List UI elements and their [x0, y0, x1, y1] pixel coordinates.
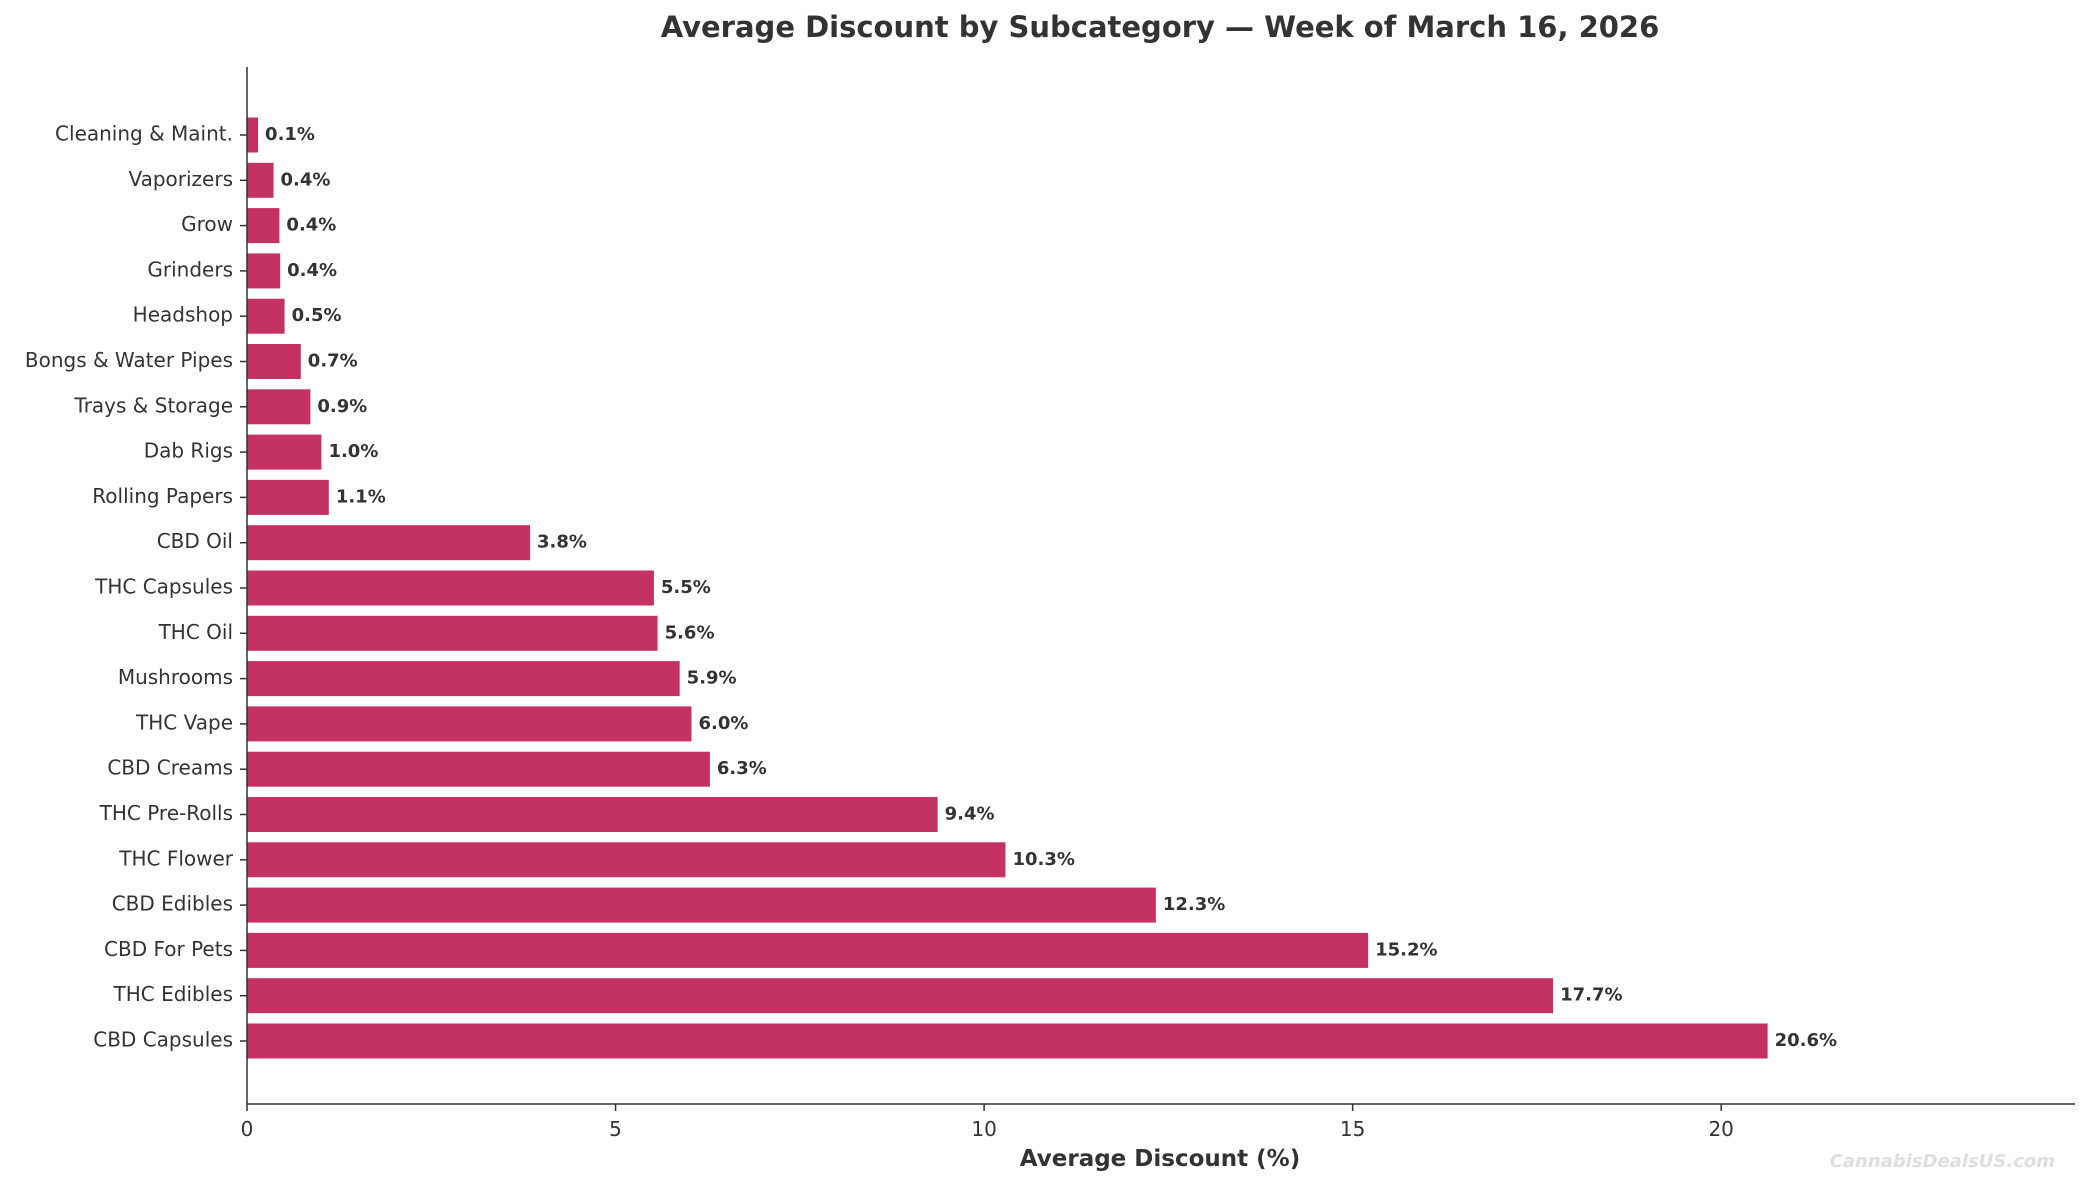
- bar-value-label: 1.0%: [328, 441, 378, 462]
- bar-value-label: 20.6%: [1775, 1030, 1837, 1051]
- bar-value-label: 5.5%: [661, 577, 711, 598]
- bar: [247, 797, 938, 832]
- bar: [247, 117, 259, 153]
- bar: [247, 706, 692, 742]
- y-tick-label: Grinders: [147, 257, 233, 281]
- y-tick-label: THC Oil: [158, 620, 233, 644]
- x-tick-label: 10: [971, 1117, 996, 1141]
- x-tick-label: 5: [609, 1117, 622, 1141]
- y-tick-label: Vaporizers: [128, 167, 233, 191]
- bar: [247, 887, 1156, 923]
- bar: [247, 525, 531, 561]
- bar-value-label: 6.3%: [717, 758, 767, 779]
- bar: [247, 208, 280, 244]
- bar: [247, 389, 311, 425]
- y-tick-label: Grow: [181, 212, 233, 236]
- y-tick-label: CBD Oil: [157, 529, 233, 553]
- x-tick-label: 15: [1340, 1117, 1365, 1141]
- bar: [247, 1023, 1768, 1059]
- bar: [247, 298, 285, 334]
- y-tick-label: CBD For Pets: [104, 937, 233, 961]
- bar: [247, 661, 680, 697]
- bar: [247, 751, 710, 787]
- bar-value-label: 5.9%: [687, 668, 737, 689]
- y-tick-label: CBD Creams: [107, 756, 233, 780]
- bar-value-label: 9.4%: [945, 804, 995, 825]
- y-tick-label: CBD Capsules: [93, 1028, 233, 1052]
- bar: [247, 932, 1369, 968]
- y-tick-label: THC Pre-Rolls: [99, 801, 233, 825]
- bar-value-label: 1.1%: [336, 486, 386, 507]
- bar-value-label: 3.8%: [537, 532, 587, 553]
- bar-value-label: 12.3%: [1163, 894, 1225, 915]
- y-tick-label: Trays & Storage: [73, 393, 233, 417]
- axes-layer: CBD Capsules THC Edibles CBD For Pets CBD E…: [25, 67, 2075, 1141]
- bar-value-label: 0.1%: [265, 124, 315, 145]
- bar: [247, 253, 281, 289]
- bar-value-label: 0.7%: [308, 351, 358, 372]
- bar-value-label: 17.7%: [1560, 985, 1622, 1006]
- bar: [247, 162, 274, 198]
- bar-value-label: 15.2%: [1375, 939, 1437, 960]
- y-tick-label: Mushrooms: [118, 665, 233, 689]
- bar-value-label: 6.0%: [698, 713, 748, 734]
- bar: [247, 344, 301, 379]
- y-tick-label: Headshop: [133, 303, 233, 327]
- x-tick-label: 20: [1708, 1117, 1733, 1141]
- x-axis-label: Average Discount (%): [1020, 1146, 1300, 1172]
- y-tick-label: Bongs & Water Pipes: [25, 348, 233, 372]
- bar-value-label: 0.4%: [286, 215, 336, 236]
- chart-title: Average Discount by Subcategory — Week o…: [661, 10, 1660, 44]
- bar-value-label: 0.4%: [281, 169, 331, 190]
- bar-value-label: 10.3%: [1012, 849, 1074, 870]
- bar: [247, 570, 654, 606]
- x-tick-label: 0: [241, 1117, 254, 1141]
- bar: [247, 842, 1006, 878]
- y-tick-label: THC Edibles: [113, 982, 233, 1006]
- y-tick-label: CBD Edibles: [112, 892, 233, 916]
- watermark: CannabisDealsUS.com: [1830, 1151, 2055, 1172]
- y-tick-label: Dab Rigs: [144, 439, 233, 463]
- bars-layer: 20.6% 17.7% 15.2% 12.3% 10.3% 9.4% 6.3% 6.0% 5.9…: [247, 117, 1837, 1059]
- bar-value-label: 0.9%: [317, 396, 367, 417]
- y-tick-label: THC Capsules: [94, 575, 233, 599]
- y-tick-label: THC Flower: [118, 846, 234, 870]
- bar-value-label: 0.5%: [292, 305, 342, 326]
- bar: [247, 434, 322, 470]
- bar: [247, 615, 658, 651]
- bar-value-label: 5.6%: [665, 622, 715, 643]
- bar-value-label: 0.4%: [287, 260, 337, 281]
- bar: [247, 479, 329, 515]
- bar: [247, 978, 1554, 1014]
- y-tick-label: Cleaning & Maint.: [55, 122, 233, 146]
- y-tick-label: THC Vape: [135, 710, 233, 734]
- y-tick-label: Rolling Papers: [92, 484, 233, 508]
